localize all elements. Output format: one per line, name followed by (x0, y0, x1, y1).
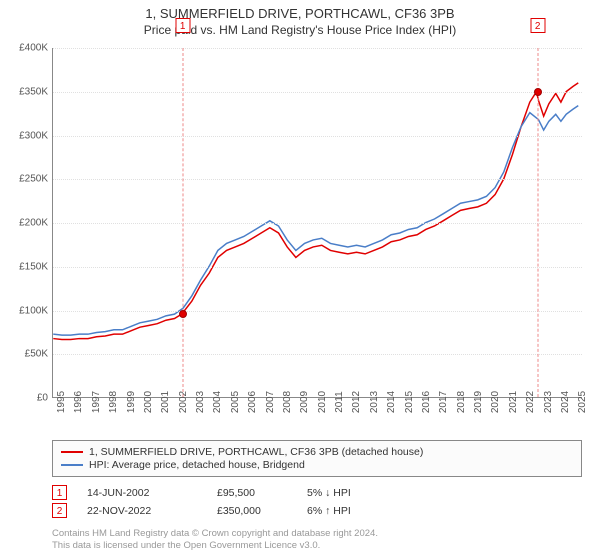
xtick-label: 2019 (473, 391, 484, 413)
xtick-label: 2002 (178, 391, 189, 413)
sale-flag: 1 (175, 18, 190, 33)
title-address: 1, SUMMERFIELD DRIVE, PORTHCAWL, CF36 3P… (4, 6, 596, 21)
series-property (53, 83, 578, 340)
chart-plot-area: 12 (52, 48, 582, 398)
footer-line1: Contains HM Land Registry data © Crown c… (52, 528, 582, 540)
ytick-label: £350K (6, 86, 48, 97)
xtick-label: 2014 (386, 391, 397, 413)
xtick-label: 1995 (56, 391, 67, 413)
sale-flag: 2 (530, 18, 545, 33)
xtick-label: 2005 (230, 391, 241, 413)
sale-date-1: 14-JUN-2002 (87, 487, 197, 499)
xtick-label: 2008 (282, 391, 293, 413)
title-block: 1, SUMMERFIELD DRIVE, PORTHCAWL, CF36 3P… (0, 0, 600, 39)
ytick-label: £400K (6, 43, 48, 54)
xtick-label: 2001 (160, 391, 171, 413)
xtick-label: 1999 (126, 391, 137, 413)
sale-vline (537, 48, 538, 397)
xtick-label: 2024 (560, 391, 571, 413)
xtick-label: 2015 (404, 391, 415, 413)
xtick-label: 2017 (438, 391, 449, 413)
legend-swatch-hpi (61, 464, 83, 466)
legend-box: 1, SUMMERFIELD DRIVE, PORTHCAWL, CF36 3P… (52, 440, 582, 477)
gridline (53, 136, 582, 137)
sale-row-1: 1 14-JUN-2002 £95,500 5% ↓ HPI (52, 485, 582, 500)
xtick-label: 2003 (195, 391, 206, 413)
sale-vline (182, 48, 183, 397)
legend-row-property: 1, SUMMERFIELD DRIVE, PORTHCAWL, CF36 3P… (61, 446, 573, 458)
xtick-label: 1997 (91, 391, 102, 413)
footer-line2: This data is licensed under the Open Gov… (52, 540, 582, 552)
xtick-label: 1996 (73, 391, 84, 413)
sale-diff-1: 5% ↓ HPI (307, 487, 387, 499)
xtick-label: 2022 (525, 391, 536, 413)
xtick-label: 2023 (543, 391, 554, 413)
xtick-label: 2000 (143, 391, 154, 413)
xtick-label: 1998 (108, 391, 119, 413)
gridline (53, 267, 582, 268)
ytick-label: £150K (6, 261, 48, 272)
ytick-label: £250K (6, 174, 48, 185)
xtick-label: 2007 (265, 391, 276, 413)
footer-attribution: Contains HM Land Registry data © Crown c… (52, 528, 582, 553)
xtick-label: 2013 (369, 391, 380, 413)
xtick-label: 2009 (299, 391, 310, 413)
sale-dot (534, 88, 542, 96)
sale-date-2: 22-NOV-2022 (87, 505, 197, 517)
xtick-label: 2025 (577, 391, 588, 413)
xtick-label: 2016 (421, 391, 432, 413)
legend-swatch-property (61, 451, 83, 453)
sale-price-1: £95,500 (217, 487, 287, 499)
legend-label-property: 1, SUMMERFIELD DRIVE, PORTHCAWL, CF36 3P… (89, 446, 423, 458)
gridline (53, 92, 582, 93)
sales-table: 1 14-JUN-2002 £95,500 5% ↓ HPI 2 22-NOV-… (52, 482, 582, 521)
gridline (53, 311, 582, 312)
legend-row-hpi: HPI: Average price, detached house, Brid… (61, 459, 573, 471)
series-hpi (53, 106, 578, 335)
xtick-label: 2021 (508, 391, 519, 413)
ytick-label: £200K (6, 218, 48, 229)
ytick-label: £0 (6, 393, 48, 404)
sale-price-2: £350,000 (217, 505, 287, 517)
gridline (53, 179, 582, 180)
legend-label-hpi: HPI: Average price, detached house, Brid… (89, 459, 305, 471)
xtick-label: 2012 (351, 391, 362, 413)
sale-diff-2: 6% ↑ HPI (307, 505, 387, 517)
sale-row-2: 2 22-NOV-2022 £350,000 6% ↑ HPI (52, 503, 582, 518)
title-subtitle: Price paid vs. HM Land Registry's House … (4, 23, 596, 37)
ytick-label: £50K (6, 349, 48, 360)
sale-marker-1: 1 (52, 485, 67, 500)
xtick-label: 2010 (317, 391, 328, 413)
xtick-label: 2020 (490, 391, 501, 413)
ytick-label: £300K (6, 130, 48, 141)
sale-dot (179, 310, 187, 318)
xtick-label: 2011 (334, 391, 345, 413)
xtick-label: 2004 (212, 391, 223, 413)
gridline (53, 48, 582, 49)
xtick-label: 2006 (247, 391, 258, 413)
xtick-label: 2018 (456, 391, 467, 413)
ytick-label: £100K (6, 305, 48, 316)
sale-marker-2: 2 (52, 503, 67, 518)
gridline (53, 223, 582, 224)
gridline (53, 354, 582, 355)
